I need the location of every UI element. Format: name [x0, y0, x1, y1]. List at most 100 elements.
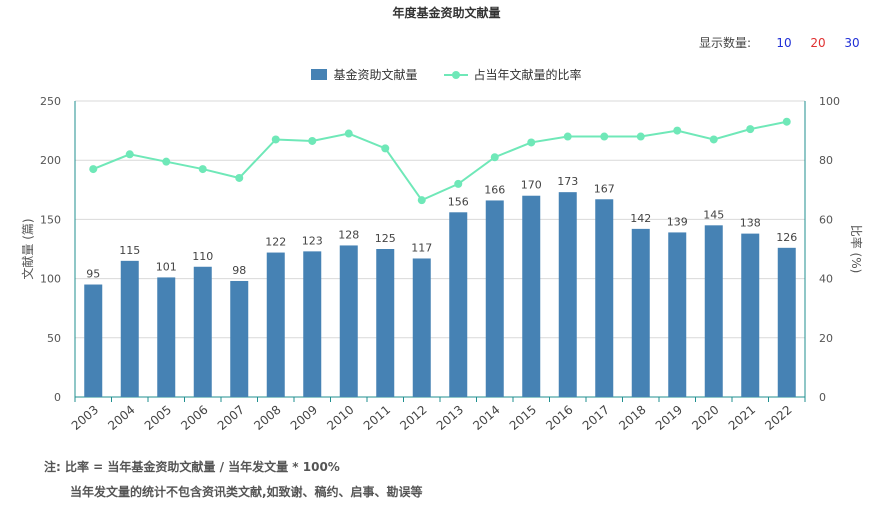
bar-value-label: 115: [119, 244, 140, 257]
y-tick-label: 100: [40, 273, 61, 286]
x-tick-label: 2020: [689, 403, 721, 433]
ratio-point: [527, 138, 536, 147]
bar-value-label: 117: [411, 241, 432, 254]
y2-tick-label: 0: [819, 391, 826, 404]
bar-value-label: 122: [265, 236, 286, 249]
bar-value-label: 128: [338, 228, 359, 241]
x-tick-label: 2021: [726, 403, 758, 433]
bar: [741, 233, 760, 397]
y-tick-label: 0: [54, 391, 61, 404]
bar-value-label: 110: [192, 250, 213, 263]
bar: [522, 195, 541, 397]
x-tick-label: 2009: [288, 403, 320, 433]
x-tick-label: 2004: [105, 403, 137, 433]
bar: [303, 251, 322, 397]
bar-value-label: 166: [484, 183, 505, 196]
bar-value-label: 125: [375, 232, 396, 245]
bar-value-label: 173: [557, 175, 578, 188]
bar: [376, 249, 395, 397]
display-count-selector: 显示数量: 10 20 30: [699, 34, 869, 51]
x-tick-label: 2007: [215, 403, 247, 433]
ratio-point: [198, 165, 207, 174]
chart-title: 年度基金资助文献量: [392, 6, 501, 20]
note-ratio-formula: 注: 比率 = 当年基金资助文献量 / 当年发文量 * 100%: [44, 460, 340, 474]
display-count-label: 显示数量:: [698, 36, 751, 50]
bar: [339, 245, 358, 397]
bar-value-label: 170: [521, 179, 542, 192]
x-tick-label: 2017: [580, 403, 612, 433]
ratio-point: [381, 144, 390, 153]
x-tick-label: 2003: [69, 403, 101, 433]
bar: [230, 280, 249, 397]
x-tick-label: 2014: [470, 403, 502, 433]
ratio-point: [454, 179, 463, 188]
y-tick-label: 50: [47, 332, 61, 345]
x-tick-label: 2010: [324, 403, 356, 433]
note-exclusions: 当年发文量的统计不包含资讯类文献,如致谢、稿约、启事、勘误等: [70, 485, 423, 499]
x-tick-label: 2019: [653, 403, 685, 433]
bar: [558, 192, 577, 397]
display-count-option-20[interactable]: 20: [810, 35, 826, 50]
y2-tick-label: 60: [819, 213, 833, 226]
ratio-point: [636, 132, 645, 141]
ratio-point: [673, 126, 682, 135]
y-tick-label: 200: [40, 154, 61, 167]
ratio-point: [563, 132, 572, 141]
bar: [485, 200, 504, 397]
bar: [120, 260, 139, 397]
y-axis-title: 文献量 (篇): [20, 218, 35, 279]
bar-value-label: 142: [630, 212, 651, 225]
ratio-point: [417, 196, 426, 205]
y2-tick-label: 20: [819, 332, 833, 345]
bar: [193, 266, 212, 397]
ratio-point: [308, 136, 317, 145]
ratio-point: [709, 135, 718, 144]
display-count-option-30[interactable]: 30: [844, 35, 860, 50]
bar-value-label: 123: [302, 234, 323, 247]
ratio-point: [235, 173, 244, 182]
x-tick-label: 2012: [397, 403, 429, 433]
bar-value-label: 126: [776, 231, 797, 244]
bar-value-label: 139: [667, 215, 688, 228]
ratio-point: [162, 157, 171, 166]
x-tick-label: 2016: [543, 403, 575, 433]
bar: [157, 277, 176, 397]
bar: [84, 284, 103, 397]
bar: [266, 252, 285, 397]
y2-tick-label: 100: [819, 95, 840, 108]
bar: [704, 225, 723, 397]
bar-value-label: 156: [448, 195, 469, 208]
legend-line-label: 占当年文献量的比率: [473, 68, 582, 82]
display-count-option-10[interactable]: 10: [776, 35, 792, 50]
x-tick-label: 2006: [178, 403, 210, 433]
ratio-line: [92, 120, 787, 202]
ratio-point: [344, 129, 353, 138]
bar: [412, 258, 431, 397]
x-tick-label: 2011: [361, 403, 393, 433]
x-tick-label: 2005: [142, 403, 174, 433]
ratio-point: [89, 165, 98, 174]
x-tick-label: 2018: [616, 403, 648, 433]
bar: [631, 228, 650, 397]
x-tick-label: 2008: [251, 403, 283, 433]
bar-value-label: 95: [86, 268, 100, 281]
x-tick-label: 2013: [434, 403, 466, 433]
y2-tick-label: 80: [819, 154, 833, 167]
x-tick-label: 2022: [762, 403, 794, 433]
ratio-point: [490, 153, 499, 162]
bar: [777, 247, 796, 397]
bar-value-label: 138: [740, 217, 761, 230]
legend-item-bar[interactable]: 基金资助文献量: [311, 66, 418, 83]
legend-line-swatch: [443, 70, 468, 80]
bar-value-label: 101: [156, 260, 177, 273]
legend-item-line[interactable]: 占当年文献量的比率: [443, 66, 582, 83]
ratio-point: [125, 150, 134, 159]
legend-bar-label: 基金资助文献量: [333, 68, 418, 82]
bar: [595, 199, 614, 397]
ratio-point: [600, 132, 609, 141]
ratio-point: [271, 135, 280, 144]
chart-legend: 基金资助文献量 占当年文献量的比率: [0, 66, 893, 83]
bar-value-label: 145: [703, 208, 724, 221]
y2-axis-title: 比率 (%): [849, 225, 864, 274]
